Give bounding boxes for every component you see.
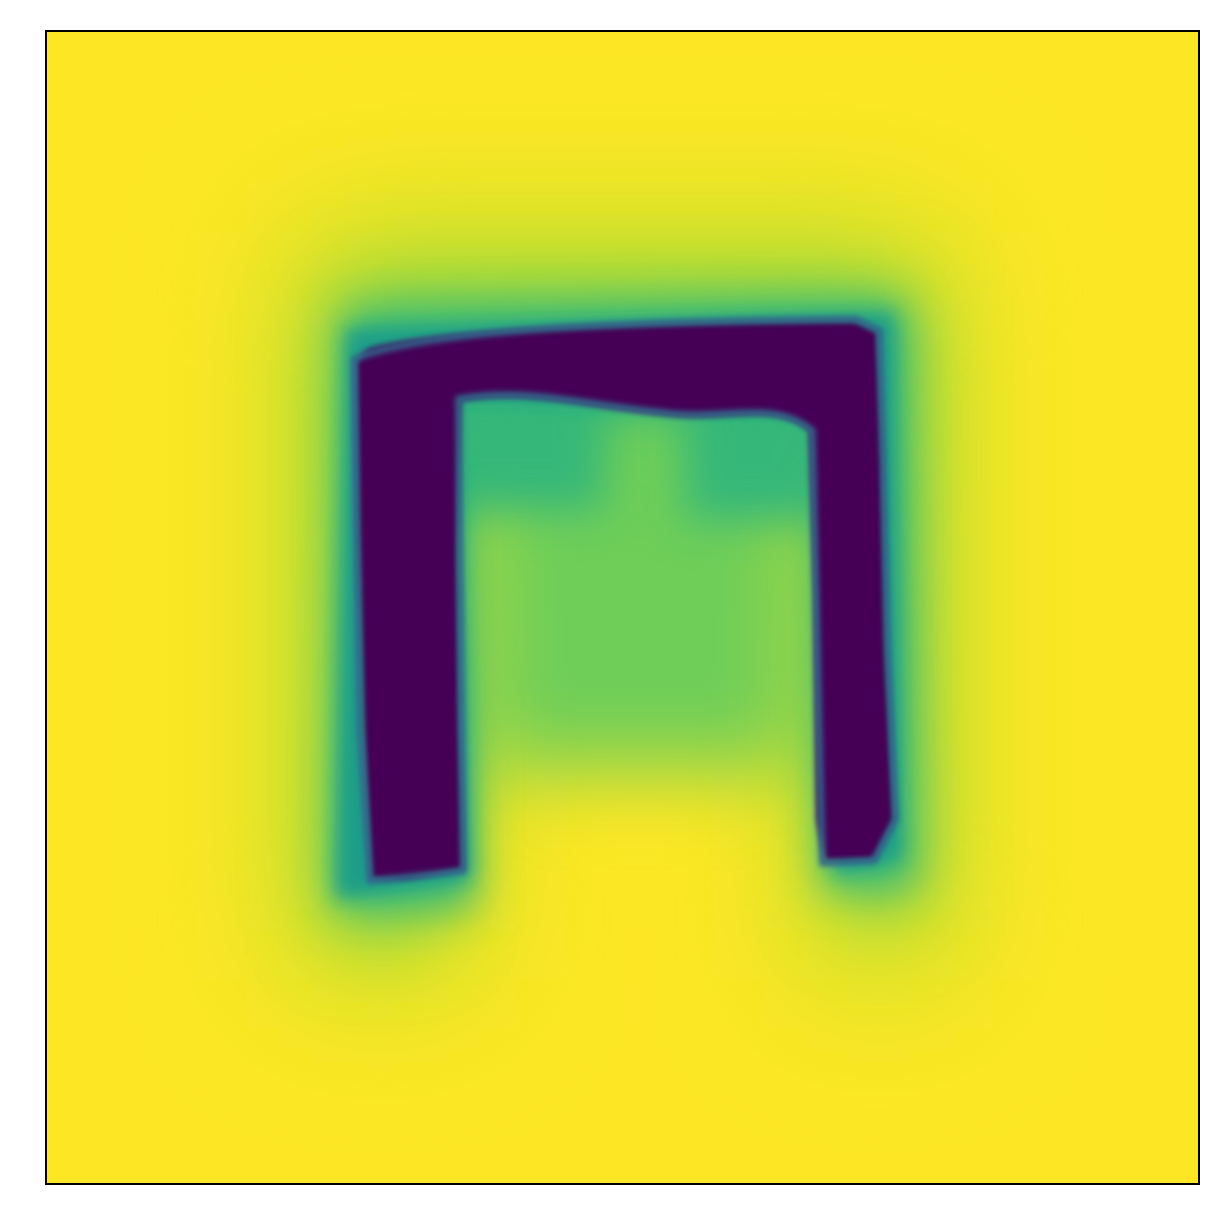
glyph-outline xyxy=(350,316,900,885)
heatmap-frame xyxy=(45,30,1200,1185)
glyph-strokes xyxy=(355,320,895,880)
heatmap-image xyxy=(47,32,1198,1183)
